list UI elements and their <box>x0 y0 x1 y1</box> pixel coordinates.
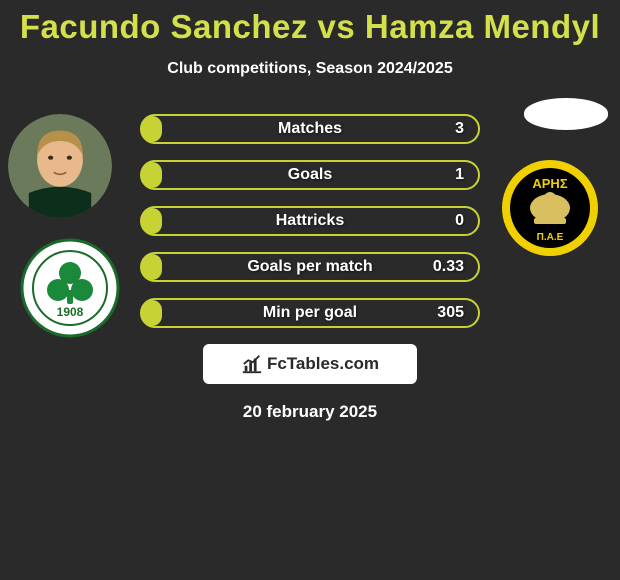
player-right-photo <box>524 98 608 130</box>
svg-text:1908: 1908 <box>57 305 84 319</box>
club-right-badge: ΑΡΗΣ Π.Α.Ε <box>500 158 600 258</box>
stats-area: 1908 ΑΡΗΣ Π.Α.Ε Matches3Goals1Hattricks0… <box>0 114 620 328</box>
player-left-photo <box>8 114 112 218</box>
stat-row: Goals per match0.33 <box>140 252 480 282</box>
stat-row: Min per goal305 <box>140 298 480 328</box>
comparison-card: Facundo Sanchez vs Hamza Mendyl Club com… <box>0 0 620 580</box>
svg-text:ΑΡΗΣ: ΑΡΗΣ <box>532 176 567 191</box>
page-subtitle: Club competitions, Season 2024/2025 <box>0 60 620 78</box>
stat-label: Min per goal <box>142 304 478 322</box>
stat-value: 0 <box>455 212 464 230</box>
page-title: Facundo Sanchez vs Hamza Mendyl <box>0 0 620 46</box>
stat-value: 1 <box>455 166 464 184</box>
stat-value: 3 <box>455 120 464 138</box>
stat-label: Matches <box>142 120 478 138</box>
club-left-badge: 1908 <box>20 238 120 338</box>
stat-row: Matches3 <box>140 114 480 144</box>
stat-value: 0.33 <box>433 258 464 276</box>
stat-row: Goals1 <box>140 160 480 190</box>
chart-icon <box>241 353 263 375</box>
stat-value: 305 <box>437 304 464 322</box>
branding-badge: FcTables.com <box>203 344 417 384</box>
branding-text: FcTables.com <box>267 354 379 374</box>
svg-text:Π.Α.Ε: Π.Α.Ε <box>537 232 564 243</box>
stat-label: Goals <box>142 166 478 184</box>
stat-label: Goals per match <box>142 258 478 276</box>
stat-label: Hattricks <box>142 212 478 230</box>
datestamp: 20 february 2025 <box>0 402 620 422</box>
stat-row: Hattricks0 <box>140 206 480 236</box>
